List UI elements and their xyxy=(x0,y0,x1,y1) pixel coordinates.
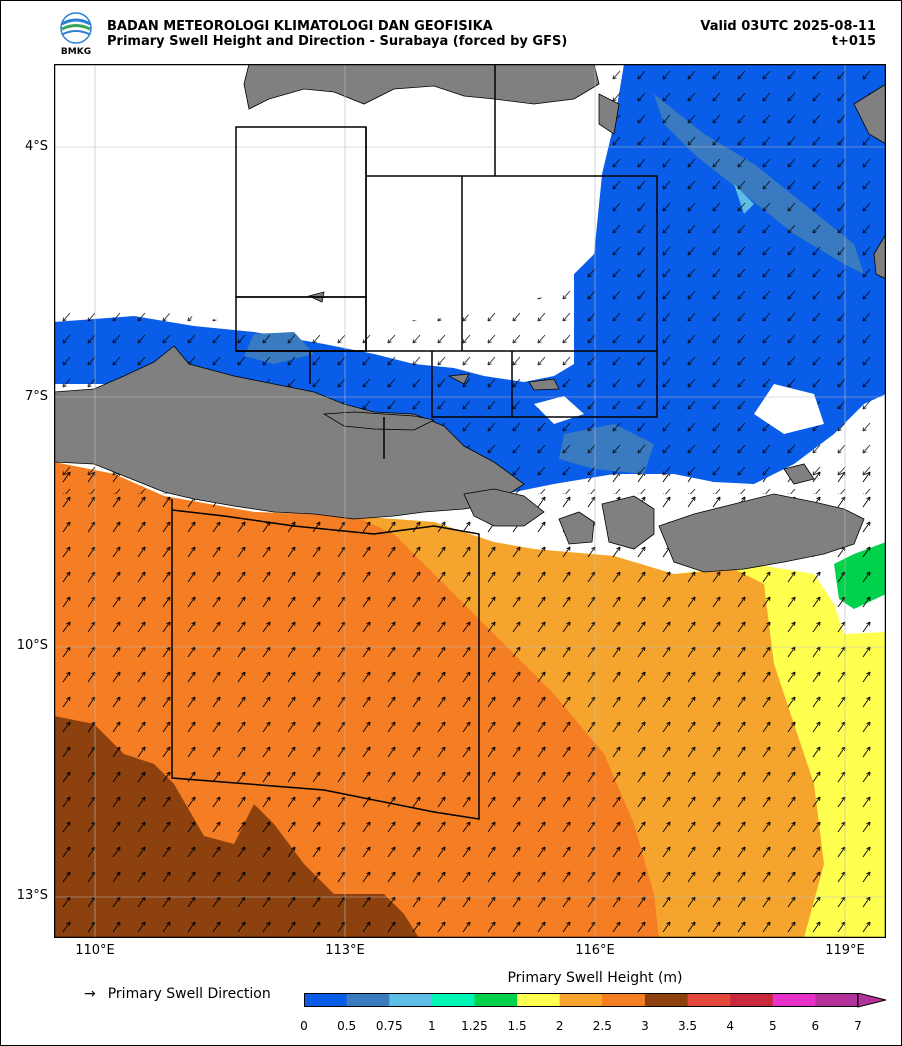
lon-label-119e: 119°E xyxy=(825,943,865,958)
colorbar-segment xyxy=(389,993,433,1007)
direction-legend-label: Primary Swell Direction xyxy=(107,986,271,1002)
colorbar-segment xyxy=(730,993,774,1007)
land-masses xyxy=(54,64,886,573)
colorbar-tick-label: 3.5 xyxy=(677,1019,698,1033)
madura xyxy=(322,411,436,431)
colorbar-segment xyxy=(431,993,475,1007)
colorbar-tick-label: 0 xyxy=(300,1019,308,1033)
direction-legend: → Primary Swell Direction xyxy=(84,986,271,1002)
colorbar-tick-label: 0.75 xyxy=(375,1019,403,1033)
lead-time: t+015 xyxy=(831,34,876,49)
colorbar-tick-label: 1 xyxy=(428,1019,436,1033)
area-boundaries xyxy=(171,64,658,820)
sulawesi xyxy=(853,83,886,145)
agency-title: BADAN METEOROLOGI KLIMATOLOGI DAN GEOFIS… xyxy=(107,19,493,34)
colorbar-extend-arrow xyxy=(857,993,886,1008)
colorbar-tick-label: 3 xyxy=(641,1019,649,1033)
logo-text: BMKG xyxy=(61,47,91,56)
valid-time: Valid 03UTC 2025-08-11 xyxy=(700,19,876,34)
sumbawa xyxy=(601,495,655,550)
lon-label-110e: 110°E xyxy=(75,943,115,958)
colorbar-tick-label: 4 xyxy=(726,1019,734,1033)
arrow-right-icon: → xyxy=(84,986,96,1002)
colorbar-segment xyxy=(772,993,816,1007)
colorbar-segment xyxy=(474,993,518,1007)
colorbar-tick-label: 7 xyxy=(854,1019,862,1033)
colorbar-segment xyxy=(815,993,859,1007)
borneo xyxy=(243,64,600,110)
lat-label-7s: 7°S xyxy=(24,389,48,404)
colorbar-segment xyxy=(304,993,348,1007)
java xyxy=(54,345,525,520)
colorbar-segment xyxy=(517,993,561,1007)
map-gridlines xyxy=(54,64,886,938)
colorbar-tick-label: 1.5 xyxy=(507,1019,527,1033)
colorbar-segment xyxy=(687,993,731,1007)
bali xyxy=(463,488,545,527)
lat-label-4s: 4°S xyxy=(24,139,48,154)
lon-label-113e: 113°E xyxy=(325,943,365,958)
colorbar-tick-label: 1.25 xyxy=(461,1019,488,1033)
colorbar-segment xyxy=(644,993,689,1007)
colorbar-title: Primary Swell Height (m) xyxy=(507,970,683,986)
colorbar xyxy=(304,993,886,1008)
bmkg-logo: BMKG xyxy=(60,12,92,56)
colorbar-tick-label: 6 xyxy=(811,1019,820,1033)
colorbar-segment xyxy=(602,993,646,1007)
colorbar-tick-label: 2 xyxy=(555,1019,564,1033)
lat-label-13s: 13°S xyxy=(16,888,48,903)
map-border xyxy=(54,64,886,938)
colorbar-tick-label: 5 xyxy=(768,1019,777,1033)
lon-label-116e: 116°E xyxy=(575,943,615,958)
product-title: Primary Swell Height and Direction - Sur… xyxy=(107,34,568,49)
colorbar-segment xyxy=(559,993,603,1007)
colorbar-tick-label: 2.5 xyxy=(592,1019,612,1033)
lat-label-10s: 10°S xyxy=(16,638,48,653)
flores xyxy=(658,493,865,573)
header-right: Valid 03UTC 2025-08-11 t+015 xyxy=(700,19,876,49)
swell-map xyxy=(54,64,886,938)
lombok xyxy=(558,511,595,545)
sulawesi-south xyxy=(873,233,886,280)
colorbar-tick-label: 0.5 xyxy=(337,1019,357,1033)
header-left: BADAN METEOROLOGI KLIMATOLOGI DAN GEOFIS… xyxy=(107,19,567,49)
colorbar-segment xyxy=(346,993,390,1007)
